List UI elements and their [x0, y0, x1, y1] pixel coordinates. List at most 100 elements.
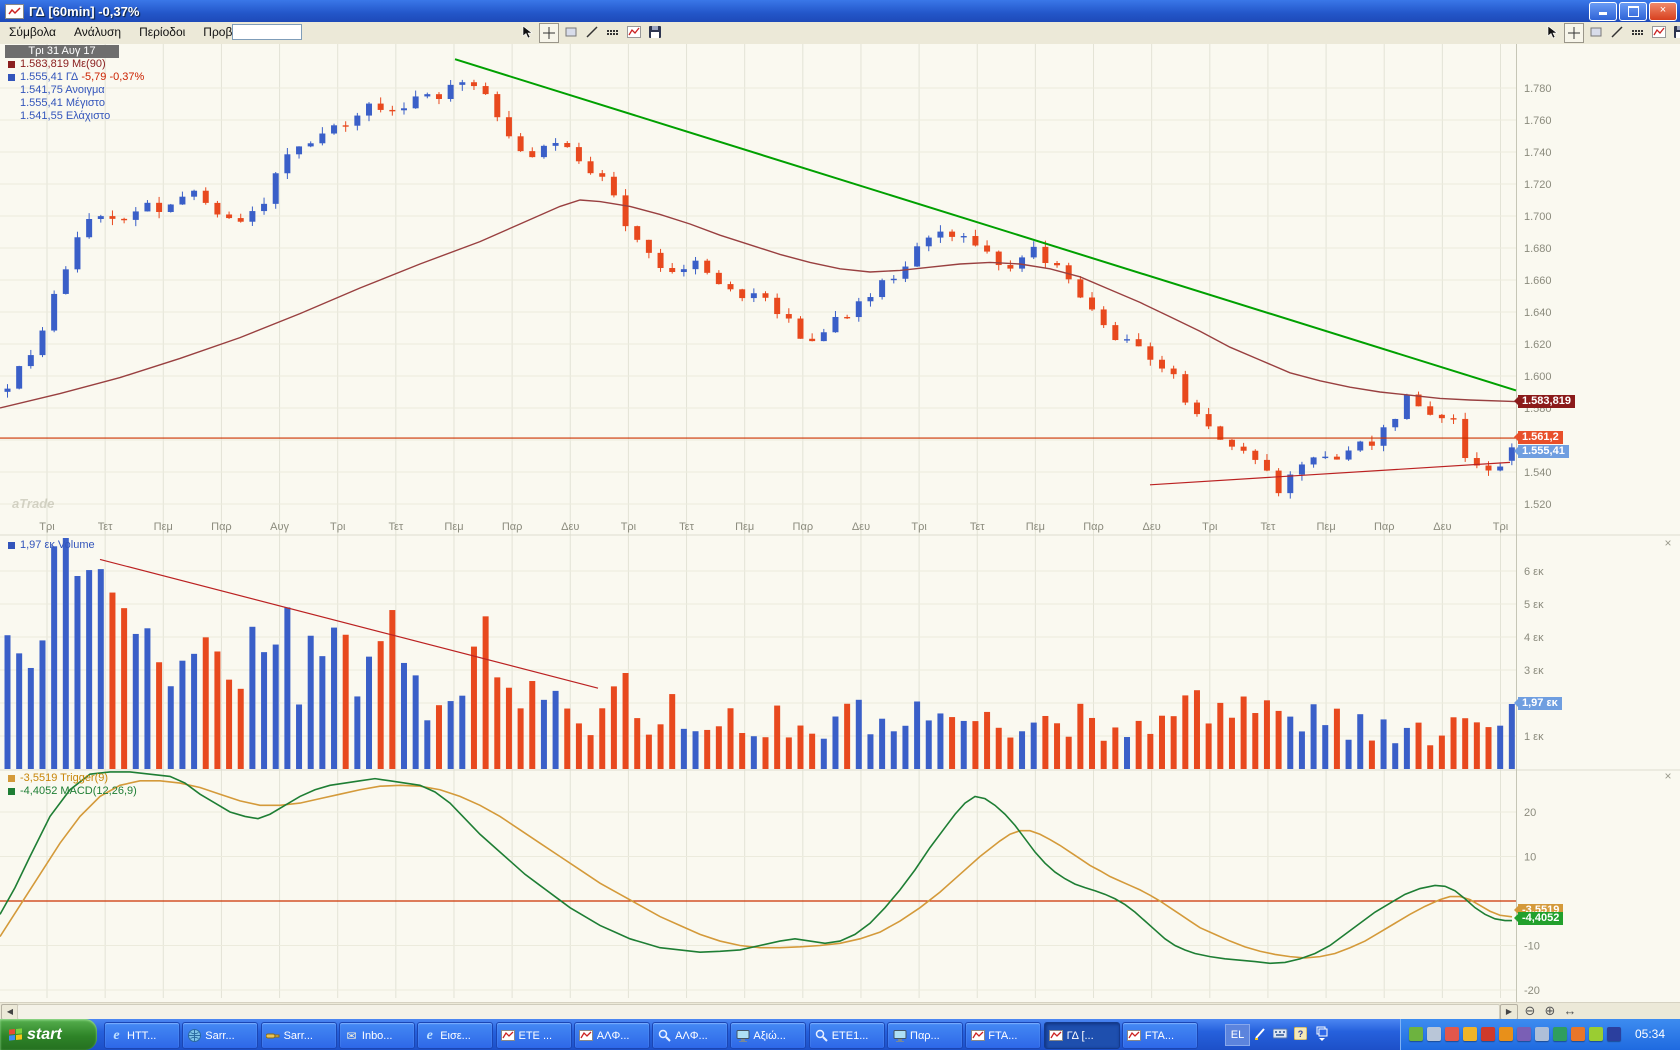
messenger-icon[interactable]	[1499, 1027, 1513, 1041]
taskbar-button-fta[interactable]: FTA...	[965, 1022, 1042, 1049]
antivirus-icon[interactable]	[1553, 1027, 1567, 1041]
chart-icon[interactable]	[625, 23, 643, 41]
candle-body	[727, 284, 734, 290]
x-axis-label: Τρι	[911, 521, 927, 533]
taskbar-button-ete[interactable]: ETE ...	[495, 1022, 572, 1049]
menu-2[interactable]: Ανάλυση	[74, 25, 122, 39]
alert-icon[interactable]	[1445, 1027, 1459, 1041]
volume-bar	[739, 733, 746, 769]
volume-bar	[1508, 703, 1515, 769]
mail-icon[interactable]	[1481, 1027, 1495, 1041]
resistance-trendline[interactable]	[454, 58, 1517, 392]
scroll-right-button[interactable]: ▶	[1500, 1004, 1518, 1020]
candle-body	[261, 203, 268, 212]
volume-color-swatch	[8, 542, 15, 549]
menu-3[interactable]: Περίοδοι	[139, 25, 186, 39]
candle-body	[552, 143, 559, 146]
taskbar-button-fta[interactable]: FTA...	[1121, 1022, 1198, 1049]
macd-pane-close-icon[interactable]: ×	[1664, 769, 1672, 783]
axis-tick-label: 1.600	[1524, 371, 1552, 383]
volume-trendline[interactable]	[99, 558, 599, 689]
menu-1[interactable]: Σύμβολα	[9, 25, 56, 39]
ruler-icon[interactable]	[1629, 23, 1647, 41]
language-bar-pen-icon[interactable]	[1252, 1025, 1269, 1042]
volume-bar	[564, 708, 571, 769]
candle-body	[1007, 265, 1014, 269]
removable-device-icon[interactable]	[1409, 1027, 1423, 1041]
candle-body	[16, 366, 23, 389]
volume-bar	[692, 731, 699, 769]
volume-pane-close-icon[interactable]: ×	[1664, 536, 1672, 550]
help-icon[interactable]: ?	[1292, 1025, 1309, 1042]
macd-color-swatch	[8, 788, 15, 795]
volume-bar	[296, 704, 303, 769]
taskbar-button-sarr[interactable]: Sarr...	[182, 1022, 259, 1049]
volume-bar	[377, 641, 384, 769]
chart-icon[interactable]	[1650, 23, 1668, 41]
taskbar-button-αλφ[interactable]: ΑΛΦ...	[652, 1022, 729, 1049]
save-icon[interactable]	[1671, 23, 1680, 41]
crosshair-icon[interactable]	[539, 23, 559, 43]
symbol-input[interactable]	[232, 24, 302, 40]
minimize-button[interactable]	[1589, 2, 1617, 21]
volume-bar	[1485, 727, 1492, 769]
candle-body	[622, 195, 629, 227]
cd-icon[interactable]	[1535, 1027, 1549, 1041]
pointer-icon[interactable]	[518, 23, 536, 41]
volume-bar	[39, 640, 46, 769]
taskbar-button-εισε[interactable]: e Εισε...	[417, 1022, 494, 1049]
support-trendline[interactable]	[1149, 461, 1511, 486]
candle-body	[1158, 359, 1165, 369]
taskbar-button-htt[interactable]: e HTT...	[104, 1022, 180, 1049]
network-icon[interactable]	[1589, 1027, 1603, 1041]
volume-bar	[132, 633, 139, 769]
volume-bar	[645, 734, 652, 769]
ruler-icon[interactable]	[604, 23, 622, 41]
network-status-icon[interactable]	[1427, 1027, 1441, 1041]
taskbar-button-αξι[interactable]: Αξιώ...	[730, 1022, 807, 1049]
language-bar-options-icon[interactable]	[1313, 1025, 1330, 1042]
keyboard-icon[interactable]	[1272, 1025, 1289, 1042]
x-axis-label: Πεμ	[444, 521, 463, 533]
chart-area[interactable]: 1.780 1.760 1.740 1.720 1.700 1.680 1.660 1.640…	[0, 44, 1680, 1002]
candle-body	[1392, 418, 1399, 428]
fit-width-icon[interactable]: ↔	[1563, 1003, 1577, 1018]
program-icon[interactable]	[1607, 1027, 1621, 1041]
zoom-in-icon[interactable]: ⊕	[1544, 1003, 1556, 1018]
taskbar-button-γδ[interactable]: ΓΔ [...	[1043, 1022, 1120, 1049]
restore-button[interactable]	[1619, 2, 1647, 21]
pointer-icon[interactable]	[1543, 23, 1561, 41]
axis-tick-label: 1.760	[1524, 115, 1552, 127]
trendline-icon[interactable]	[583, 23, 601, 41]
crosshair-icon[interactable]	[1564, 23, 1584, 43]
taskbar-button-αλφ[interactable]: ΑΛΦ...	[573, 1022, 650, 1049]
volume-bar	[855, 699, 862, 769]
region-icon[interactable]	[1587, 23, 1605, 41]
chart-icon	[1049, 1028, 1064, 1043]
trendline-icon[interactable]	[1608, 23, 1626, 41]
volume-bar	[622, 673, 629, 769]
volume-bar	[237, 688, 244, 769]
x-axis-label: Τετ	[970, 521, 985, 533]
taskbar-button-sarr[interactable]: Sarr...	[260, 1022, 337, 1049]
taskbar-button-ετε1[interactable]: ΕΤΕ1...	[808, 1022, 885, 1049]
volume-bar	[914, 701, 921, 769]
volume-bar	[890, 731, 897, 769]
security-shield-icon[interactable]	[1463, 1027, 1477, 1041]
candle-body	[1310, 457, 1317, 465]
close-button[interactable]: ×	[1649, 2, 1677, 21]
candle-body	[1380, 427, 1387, 446]
chart-canvas[interactable]: 1.780 1.760 1.740 1.720 1.700 1.680 1.660 1.640…	[0, 44, 1680, 1002]
save-icon[interactable]	[646, 23, 664, 41]
x-axis-label: Πεμ	[1316, 521, 1335, 533]
language-indicator[interactable]: EL	[1225, 1024, 1250, 1046]
zoom-out-icon[interactable]: ⊖	[1524, 1003, 1536, 1018]
scrollbar-thumb[interactable]	[17, 1004, 1500, 1020]
start-button[interactable]: start	[0, 1019, 97, 1050]
media-icon[interactable]	[1517, 1027, 1531, 1041]
taskbar-button-inbo[interactable]: ✉ Inbo...	[338, 1022, 415, 1049]
app-window-icon[interactable]	[1571, 1027, 1585, 1041]
taskbar-button-παρ[interactable]: Παρ...	[887, 1022, 963, 1049]
volume-value-tag: 1,97 εκ	[1514, 697, 1562, 710]
region-icon[interactable]	[562, 23, 580, 41]
